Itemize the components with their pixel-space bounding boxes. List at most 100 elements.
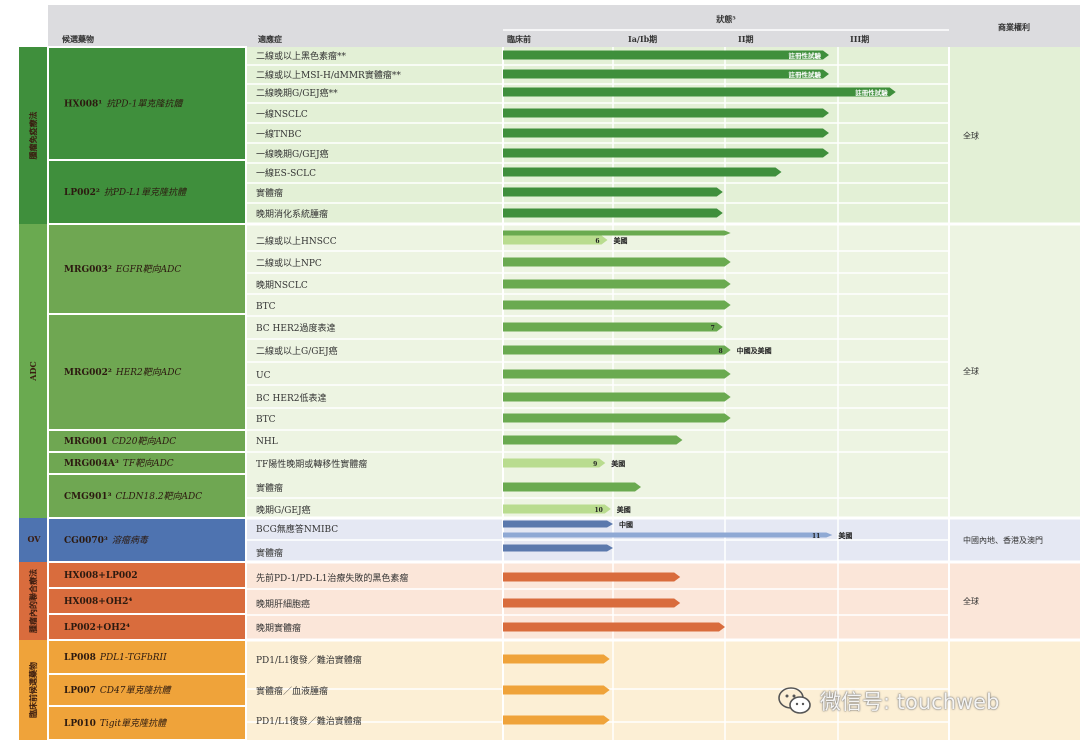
progress-bar	[503, 148, 829, 158]
drug-name: HX008¹ 抗PD-1單克隆抗體	[64, 99, 184, 110]
category-block-combo	[19, 562, 48, 640]
progress-bar	[503, 69, 829, 79]
progress-bar	[503, 435, 683, 445]
progress-bar	[503, 235, 608, 245]
rights-label: 全球	[963, 366, 979, 376]
phase-header-phase2: II期	[738, 34, 753, 44]
drug-code: LP007	[64, 686, 96, 696]
drug-code: MRG001	[64, 437, 108, 447]
indication-label: 晚期肝細胞癌	[256, 598, 310, 610]
indication-label: 先前PD-1/PD-L1治療失敗的黑色素瘤	[256, 572, 408, 584]
indication-rows: 二線或以上黑色素瘤** 二線或以上MSI-H/dMMR實體瘤** 二線晚期G/GEJ…	[256, 50, 408, 727]
drug-desc: PDL1-TGFbRII	[99, 653, 167, 663]
wechat-icon	[778, 687, 811, 714]
bar-region: 美國	[838, 531, 852, 540]
drug-code: LP002+OH2⁴	[64, 623, 130, 633]
progress-bar	[503, 685, 610, 695]
drug-code: LP008	[64, 653, 96, 663]
drug-name: MRG002² HER2靶向ADC	[64, 367, 181, 378]
drug-code: LP010	[64, 719, 96, 729]
drug-desc: CD47單克隆抗體	[100, 685, 173, 696]
drug-desc: 抗PD-1單克隆抗體	[106, 99, 184, 110]
rights-label: 全球	[963, 596, 979, 606]
drug-desc: CD20靶向ADC	[112, 436, 176, 447]
bar-footnote: 11	[812, 533, 820, 540]
indication-label: BC HER2過度表達	[256, 322, 335, 334]
rights-label: 全球	[963, 131, 979, 141]
drug-name: LP008 PDL1-TGFbRII	[64, 653, 167, 663]
drug-code: MRG002²	[64, 368, 112, 378]
bar-footnote: 8	[718, 348, 722, 355]
drug-cell	[47, 587, 247, 615]
drug-desc: EGFR靶向ADC	[115, 264, 181, 275]
category-label-immuno: 腫瘤免疫療法	[28, 112, 38, 160]
progress-bar	[503, 322, 723, 332]
drug-column-header: 候選藥物	[62, 34, 94, 44]
category-label-ov: OV	[27, 534, 41, 544]
progress-bar	[503, 345, 731, 355]
progress-bar	[503, 369, 731, 379]
progress-bar	[503, 482, 641, 492]
progress-bar	[503, 108, 829, 118]
bar-footnote: 9	[593, 461, 597, 468]
indication-column-header: 適應症	[258, 34, 282, 44]
drug-desc: CLDN18.2靶向ADC	[116, 491, 203, 502]
phase-header-preclinical: 臨床前	[507, 34, 531, 44]
drug-code: MRG003²	[64, 265, 112, 275]
bar-label: 註冊性試驗	[788, 70, 821, 79]
rights-label: 中國內地、香港及澳門	[963, 535, 1043, 545]
drug-name: LP002² 抗PD-L1單克隆抗體	[64, 187, 188, 198]
drug-cell	[47, 223, 247, 315]
drug-name: HX008+LP002	[64, 571, 138, 581]
bar-footnote: 10	[594, 507, 602, 514]
drug-cell	[47, 313, 247, 431]
drug-name: MRG004A³ TF靶向ADC	[64, 458, 174, 469]
indication-label: 二線或以上G/GEJ癌	[256, 345, 338, 357]
bar-footnote: 6	[595, 238, 599, 245]
bar-footnote: 7	[711, 325, 715, 332]
drug-desc: Tigit單克隆抗體	[100, 718, 168, 729]
progress-bar	[503, 413, 731, 423]
drug-code: MRG004A³	[64, 459, 119, 469]
bar-region: 中國及美國	[737, 346, 772, 355]
drug-cell	[47, 639, 247, 675]
extra-progress-bar	[503, 532, 833, 538]
category-block-adc	[19, 224, 48, 518]
drug-code: HX008+LP002	[64, 571, 138, 581]
progress-bar	[503, 128, 829, 138]
drug-name: LP007 CD47單克隆抗體	[64, 685, 172, 696]
category-label-adc: ADC	[28, 361, 38, 382]
drug-code: HX008¹	[64, 100, 102, 110]
indication-label: 實體瘤	[256, 482, 283, 494]
phase-header-phase3: III期	[850, 34, 869, 44]
drug-code: HX008+OH2⁴	[64, 597, 132, 607]
indication-label: 一線NSCLC	[256, 108, 308, 120]
bar-label: 註冊性試驗	[855, 88, 888, 97]
drug-name: HX008+OH2⁴	[64, 597, 132, 607]
progress-bar	[503, 572, 681, 582]
indication-label: 二線或以上MSI-H/dMMR實體瘤**	[256, 69, 401, 81]
indication-label: 實體瘤／血液腫瘤	[256, 685, 328, 697]
drug-cell	[47, 705, 247, 741]
drug-code: CMG901³	[64, 492, 112, 502]
indication-label: 晚期G/GEJ癌	[256, 504, 311, 516]
drug-cell	[47, 46, 247, 161]
rights-column-header: 商業權利	[998, 22, 1030, 32]
indication-label: TF陽性晚期或轉移性實體瘤	[256, 458, 367, 470]
category-label-combo: 腫瘤內的聯合療法	[28, 569, 38, 633]
indication-label: NHL	[256, 437, 278, 447]
progress-bar	[503, 87, 896, 97]
drug-cell	[47, 561, 247, 589]
drug-cell	[47, 517, 247, 563]
grid-lines	[0, 5, 1080, 740]
drug-desc: HER2靶向ADC	[115, 367, 182, 378]
indication-label: 二線晚期G/GEJ癌**	[256, 87, 338, 99]
progress-bar	[503, 598, 681, 608]
status-column-header: 狀態⁵	[716, 14, 736, 24]
indication-label: 晚期NSCLC	[256, 280, 308, 291]
drug-desc: 抗PD-L1單克隆抗體	[104, 187, 188, 198]
indication-label: BCG無應答NMIBC	[256, 523, 338, 535]
category-block-ov	[19, 518, 48, 562]
indication-label: 二線或以上黑色素瘤**	[256, 50, 347, 62]
